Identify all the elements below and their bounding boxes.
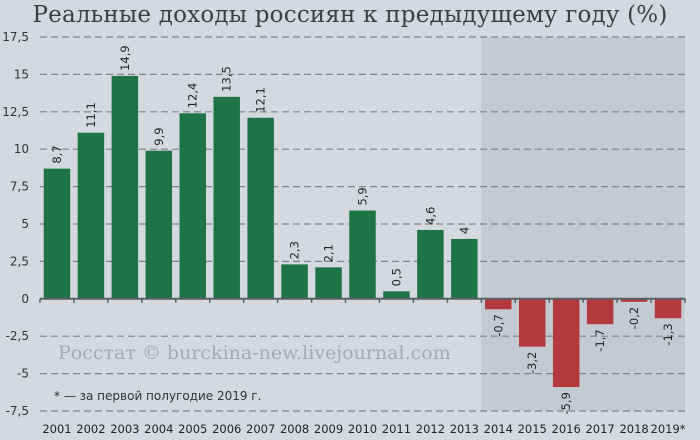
data-label: 4 — [457, 227, 471, 234]
x-tick-label: 2014 — [484, 422, 513, 436]
x-tick-label: 2010 — [348, 422, 377, 436]
data-label: 8,7 — [50, 145, 64, 163]
bar — [247, 117, 274, 299]
data-label: -3,2 — [525, 352, 539, 374]
x-tick-label: 2018 — [619, 422, 648, 436]
bar — [179, 113, 207, 299]
y-tick-label: -5 — [17, 367, 29, 381]
x-tick-label: 2017 — [585, 422, 614, 436]
y-tick-label: -7,5 — [6, 404, 29, 418]
x-tick-label: 2008 — [280, 422, 309, 436]
bar — [111, 75, 139, 299]
bar — [43, 168, 71, 299]
data-label: -5,9 — [559, 392, 573, 414]
bar — [620, 298, 648, 302]
y-tick-label: 2,5 — [10, 254, 29, 268]
x-tick-label: 2009 — [314, 422, 343, 436]
x-tick-label: 2004 — [144, 422, 173, 436]
bar — [417, 229, 444, 299]
footnote: * — за первой полугодие 2019 г. — [54, 389, 262, 403]
data-label: 9,9 — [152, 127, 166, 145]
y-tick-label: 7,5 — [10, 180, 29, 194]
bar — [77, 132, 105, 299]
x-tick-label: 2016 — [552, 422, 581, 436]
y-tick-label: 5 — [21, 217, 29, 231]
x-tick-label: 2012 — [416, 422, 445, 436]
data-label: 2,1 — [322, 244, 336, 262]
data-label: -0,2 — [627, 307, 641, 329]
data-label: 2,3 — [288, 241, 302, 259]
y-tick-label: 12,5 — [2, 105, 29, 119]
bar — [383, 291, 410, 299]
x-tick-label: 2001 — [42, 422, 71, 436]
bar — [281, 264, 308, 299]
x-tick-label: 2013 — [450, 422, 479, 436]
y-tick-label: 15 — [14, 67, 29, 81]
chart-title: Реальные доходы россиян к предыдущему го… — [32, 2, 668, 28]
bar — [145, 150, 173, 299]
bar — [451, 238, 478, 299]
x-tick-label: 2003 — [110, 422, 139, 436]
y-tick-label: 17,5 — [2, 30, 29, 44]
x-tick-label: 2006 — [212, 422, 241, 436]
bar — [654, 298, 682, 319]
data-label: 12,1 — [254, 87, 268, 113]
x-tick-label: 2005 — [178, 422, 207, 436]
bar — [586, 298, 614, 325]
x-tick-label: 2015 — [518, 422, 547, 436]
data-label: -1,7 — [593, 329, 607, 351]
x-tick-label: 2007 — [246, 422, 275, 436]
y-tick-label: 0 — [21, 292, 29, 306]
bar — [315, 267, 342, 299]
x-tick-label: 2002 — [76, 422, 105, 436]
data-label: 11,1 — [84, 102, 98, 128]
data-label: -0,7 — [491, 314, 505, 336]
data-label: 13,5 — [220, 66, 234, 92]
bar — [518, 298, 546, 347]
bar — [349, 210, 376, 299]
x-tick-label: 2019* — [651, 422, 686, 436]
data-label: 0,5 — [389, 268, 403, 286]
y-tick-label: 10 — [14, 142, 29, 156]
x-tick-label: 2011 — [382, 422, 411, 436]
y-tick-label: -2,5 — [6, 329, 29, 343]
bar — [485, 298, 512, 310]
watermark: Росстат © burckina-new.livejournal.com — [58, 342, 451, 364]
data-label: 12,4 — [186, 83, 200, 109]
data-label: 4,6 — [423, 207, 437, 225]
data-label: 14,9 — [118, 45, 132, 71]
data-label: 5,9 — [356, 187, 370, 205]
data-label: -1,3 — [661, 323, 675, 345]
bar — [213, 96, 240, 299]
bar — [552, 298, 580, 388]
